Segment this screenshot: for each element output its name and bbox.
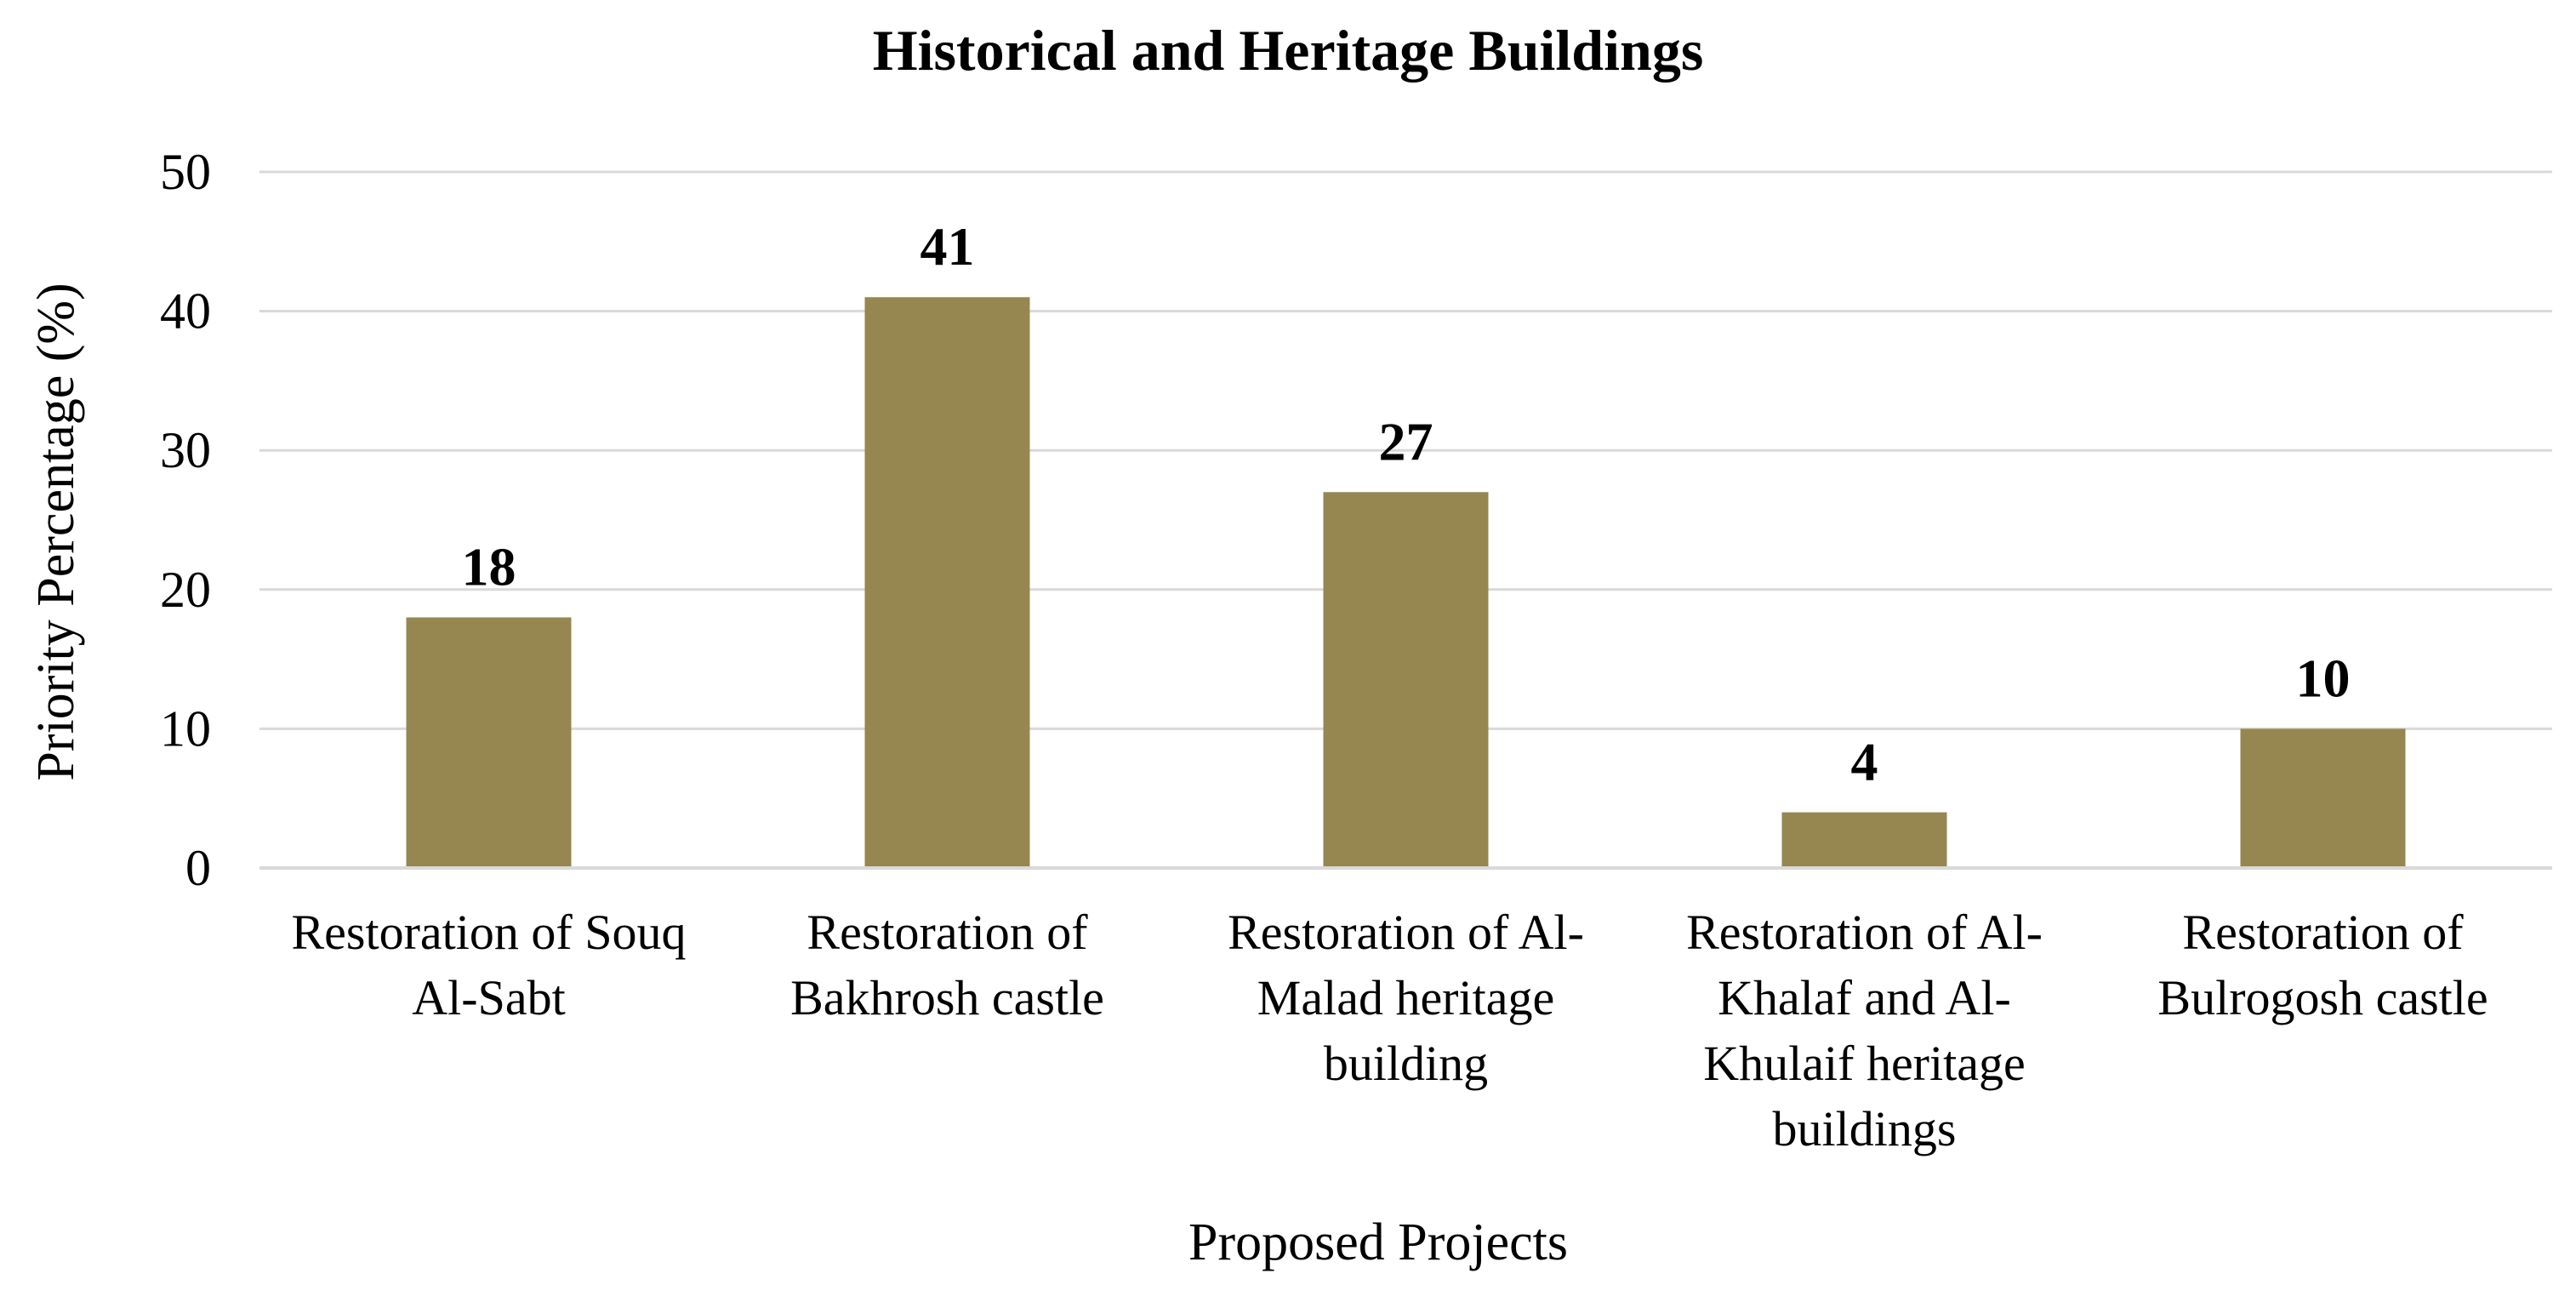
y-tick-label: 30: [160, 422, 211, 478]
y-tick-label: 20: [160, 562, 211, 618]
x-axis-title: Proposed Projects: [1188, 1213, 1568, 1271]
y-axis-ticks: 0 10 20 30 40 50: [160, 144, 211, 896]
x-category-label: Restoration of Al- Khalaf and Al- Khulaif …: [1686, 905, 2043, 1156]
gridlines: [259, 170, 2552, 730]
x-category-label-line: Khalaf and Al-: [1718, 970, 2011, 1025]
bars: [406, 297, 2406, 868]
x-category-label: Restoration of Souq Al-Sabt: [292, 905, 687, 1025]
data-label: 27: [1379, 411, 1433, 471]
y-tick-label: 0: [185, 840, 211, 896]
chart-title: Historical and Heritage Buildings: [873, 18, 1704, 83]
x-category-label-line: Bakhrosh castle: [790, 970, 1104, 1025]
x-category-label-line: Malad heritage: [1257, 970, 1554, 1025]
data-label: 10: [2296, 648, 2351, 708]
x-category-label: Restoration of Bakhrosh castle: [790, 905, 1104, 1025]
x-category-label-line: Al-Sabt: [412, 970, 565, 1025]
x-category-label-line: Khulaif heritage: [1703, 1036, 2025, 1091]
x-category-label-line: building: [1324, 1036, 1488, 1091]
x-category-label-line: buildings: [1773, 1101, 1957, 1156]
x-category-label: Restoration of Bulrogosh castle: [2157, 905, 2488, 1025]
bar: [864, 297, 1030, 868]
y-axis-title: Priority Percentage (%): [27, 283, 85, 780]
bar: [1323, 492, 1489, 868]
x-category-label: Restoration of Al- Malad heritage building: [1228, 905, 1584, 1091]
x-category-label-line: Bulrogosh castle: [2157, 970, 2488, 1025]
bar: [1781, 812, 1947, 868]
y-tick-label: 40: [160, 283, 211, 340]
bar: [406, 617, 572, 868]
data-label: 4: [1851, 732, 1878, 792]
y-tick-label: 10: [160, 700, 211, 757]
x-category-label-line: Restoration of Al-: [1686, 905, 2043, 960]
x-category-label-line: Restoration of Al-: [1228, 905, 1584, 960]
bar: [2240, 728, 2406, 868]
y-tick-label: 50: [160, 144, 211, 200]
x-category-label-line: Restoration of Souq: [292, 905, 687, 960]
x-category-label-line: Restoration of: [806, 905, 1088, 960]
x-category-label-line: Restoration of: [2182, 905, 2464, 960]
data-label: 41: [920, 216, 975, 277]
data-labels: 18 41 27 4 10: [462, 216, 2351, 791]
data-label: 18: [462, 537, 516, 597]
